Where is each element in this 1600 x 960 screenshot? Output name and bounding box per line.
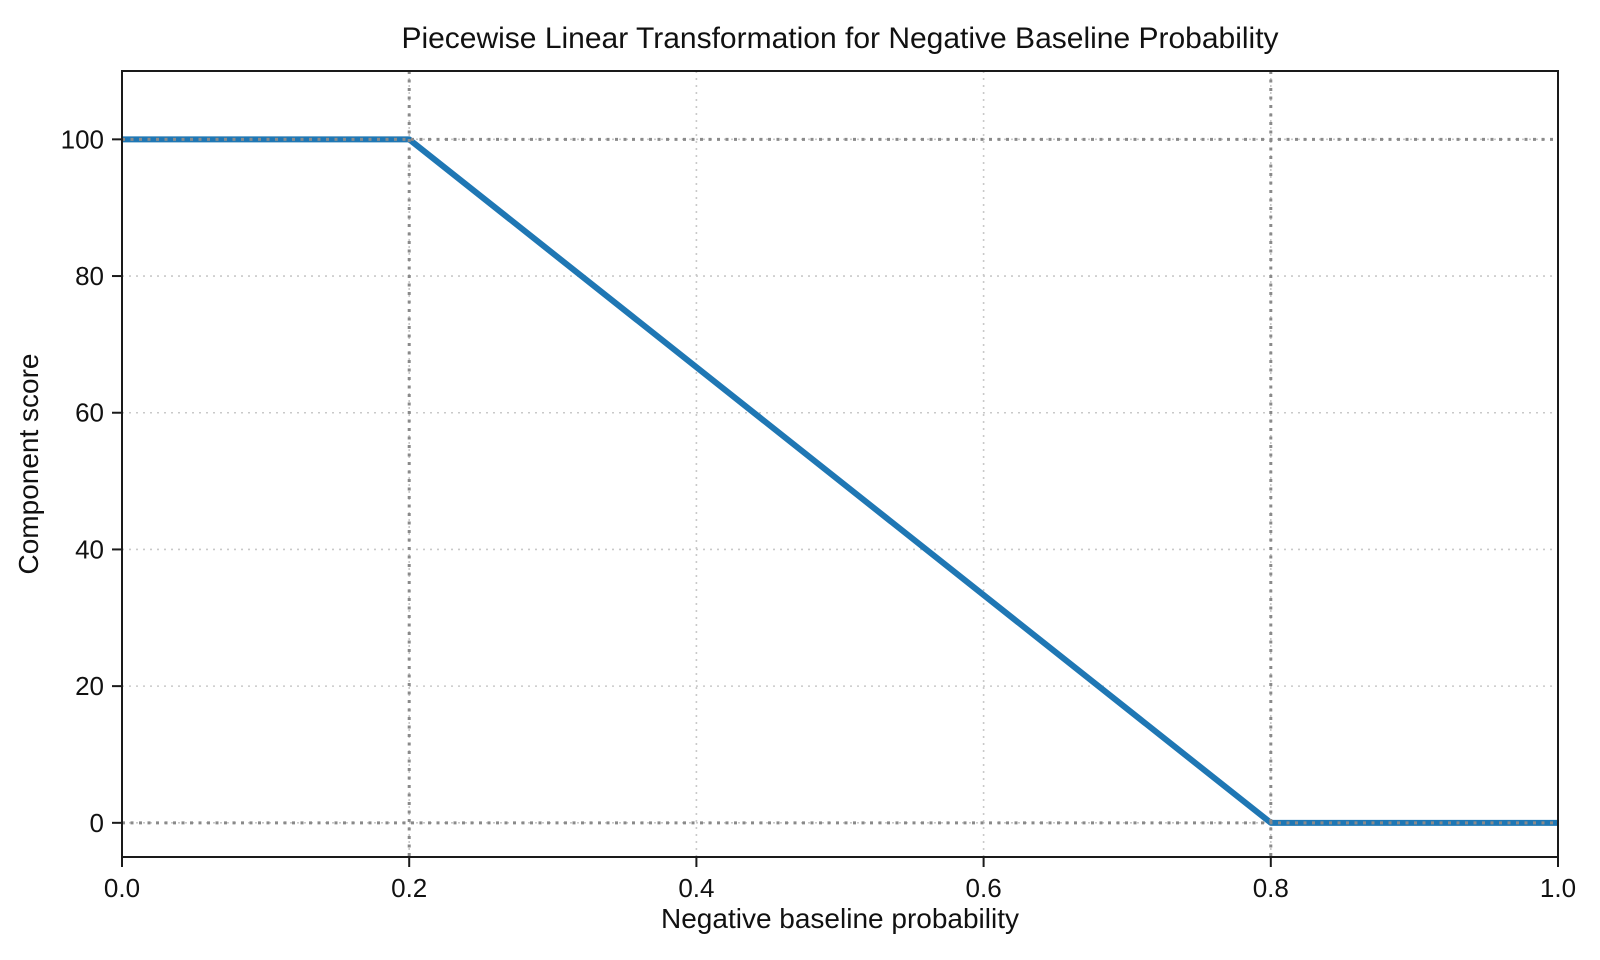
gridlines <box>121 71 1559 857</box>
x-tick-label: 1.0 <box>1540 873 1576 903</box>
chart-title: Piecewise Linear Transformation for Nega… <box>401 22 1278 55</box>
plot-frame <box>121 70 1559 858</box>
y-tick-label: 100 <box>61 124 104 154</box>
x-tick-label: 0.0 <box>104 873 140 903</box>
y-tick-label: 20 <box>75 671 104 701</box>
reference-lines <box>122 71 1558 857</box>
axes-spines <box>121 70 1559 858</box>
x-tick-label: 0.8 <box>1253 873 1289 903</box>
x-tick-label: 0.6 <box>966 873 1002 903</box>
x-axis-label: Negative baseline probability <box>661 903 1019 934</box>
tick-labels: 0.0 0.2 0.4 0.6 0.8 1.0 0 20 40 60 80 100 <box>61 124 1576 903</box>
y-axis-label: Component score <box>13 353 44 574</box>
y-tick-label: 60 <box>75 398 104 428</box>
data-series <box>122 136 1558 826</box>
x-tick-label: 0.4 <box>678 873 714 903</box>
y-tick-label: 40 <box>75 534 104 564</box>
component-score-line <box>122 136 1558 826</box>
y-tick-label: 80 <box>75 261 104 291</box>
y-tick-label: 0 <box>90 808 104 838</box>
tick-marks <box>112 138 1559 867</box>
x-tick-label: 0.2 <box>391 873 427 903</box>
